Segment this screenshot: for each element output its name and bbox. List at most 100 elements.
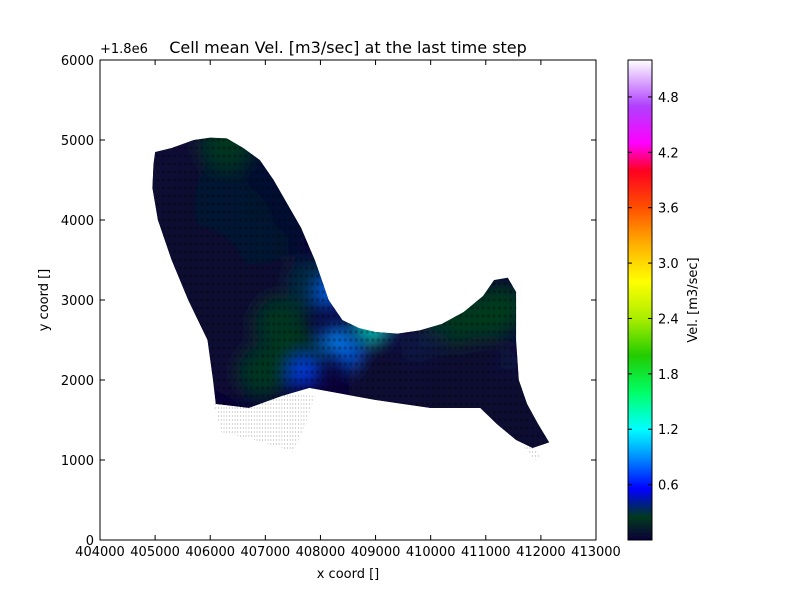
dry-cell-dot [289,407,291,409]
dry-cell-dot [217,411,219,413]
mesh-cell-dot [255,194,259,198]
mesh-cell-dot [294,346,298,350]
dry-cell-dot [295,415,297,417]
dry-cell-dot [242,411,244,413]
mesh-cell-dot [376,370,380,374]
mesh-cell-dot [227,250,232,254]
mesh-cell-dot [283,234,287,238]
dry-cell-dot [289,439,291,441]
mesh-cell-dot [481,306,485,310]
mesh-cell-dot [299,362,303,366]
mesh-cell-dot [486,338,491,342]
mesh-cell-dot [178,170,182,174]
dry-cell-dot [284,395,286,397]
mesh-cell-dot [343,338,347,342]
mesh-cell-dot [266,274,270,278]
mesh-cell-dot [200,306,204,310]
mesh-cell-dot [508,378,513,382]
colorbar-tick-label: 3.6 [658,202,679,217]
mesh-cell-dot [343,362,347,366]
dry-cell-dot [300,427,302,429]
mesh-cell-dot [260,234,265,238]
mesh-cell-dot [283,210,287,214]
dry-cell-dot [303,423,305,425]
mesh-cell-dot [178,274,182,278]
dry-cell-dot [292,415,294,417]
mesh-cell-dot [172,194,176,198]
mesh-cell-dot [470,354,474,358]
mesh-cell-dot [172,162,176,166]
mesh-cell-dot [294,242,298,246]
mesh-cell-dot [283,386,287,390]
dry-cell-dot [524,447,525,449]
mesh-cell-dot [200,162,204,166]
mesh-cell-dot [365,362,369,366]
mesh-cell-dot [233,330,237,334]
dry-cell-dot [253,431,255,433]
dry-cell-dot [306,411,308,413]
mesh-cell-dot [227,178,232,182]
mesh-cell-dot [426,402,430,406]
mesh-cell-dot [525,434,529,438]
mesh-cell-dot [172,202,176,206]
mesh-cell-dot [310,290,314,294]
mesh-cell-dot [514,354,518,358]
mesh-cell-dot [183,202,188,206]
dry-cell-dot [534,451,536,453]
mesh-cell-dot [409,370,413,374]
mesh-cell-dot [508,426,513,430]
mesh-cell-dot [260,170,265,174]
mesh-cell-dot [338,370,342,374]
dry-cell-dot [300,399,302,401]
mesh-cell-dot [194,226,199,230]
mesh-cell-dot [255,338,259,342]
mesh-cell-dot [503,338,507,342]
mesh-cell-dot [508,354,513,358]
dry-cell-dot [245,431,247,433]
mesh-cell-dot [327,386,331,390]
mesh-cell-dot [448,322,452,326]
mesh-cell-dot [249,322,254,326]
mesh-cell-dot [453,378,458,382]
mesh-cell-dot [442,354,447,358]
mesh-cell-dot [299,274,303,278]
mesh-cell-dot [238,170,243,174]
mesh-cell-dot [376,362,380,366]
mesh-cell-dot [238,226,243,230]
mesh-cell-dot [194,162,199,166]
mesh-cell-dot [183,162,188,166]
dry-cell-dot [267,423,269,425]
dry-cell-dot [251,407,253,409]
mesh-cell-dot [503,394,507,398]
mesh-cell-dot [503,290,507,294]
mesh-cell-dot [205,234,210,238]
mesh-cell-dot [227,314,232,318]
mesh-cell-dot [327,346,331,350]
mesh-cell-dot [453,402,458,406]
mesh-cell-dot [172,218,176,222]
mesh-cell-dot [453,330,458,334]
mesh-cell-dot [277,258,281,262]
mesh-cell-dot [205,154,210,158]
mesh-cell-dot [376,394,380,398]
dry-cell-dot [273,399,275,401]
mesh-cell-dot [442,378,447,382]
mesh-cell-dot [255,178,259,182]
dry-cell-dot [229,411,231,413]
dry-cell-dot [256,439,258,441]
mesh-cell-dot [211,330,215,334]
dry-cell-dot [295,423,297,425]
mesh-cell-dot [387,394,391,398]
mesh-cell-dot [200,146,204,150]
dry-cell-dot [226,411,228,413]
mesh-cell-dot [316,274,320,278]
mesh-cell-dot [238,282,243,286]
mesh-cell-dot [371,386,375,390]
mesh-cell-dot [272,186,276,190]
dry-cell-dot [259,431,261,433]
dry-cell-dot [295,399,297,401]
dry-cell-dot [286,431,288,433]
dry-cell-dot [275,435,277,437]
dry-cell-dot [259,415,261,417]
mesh-cell-dot [205,194,210,198]
